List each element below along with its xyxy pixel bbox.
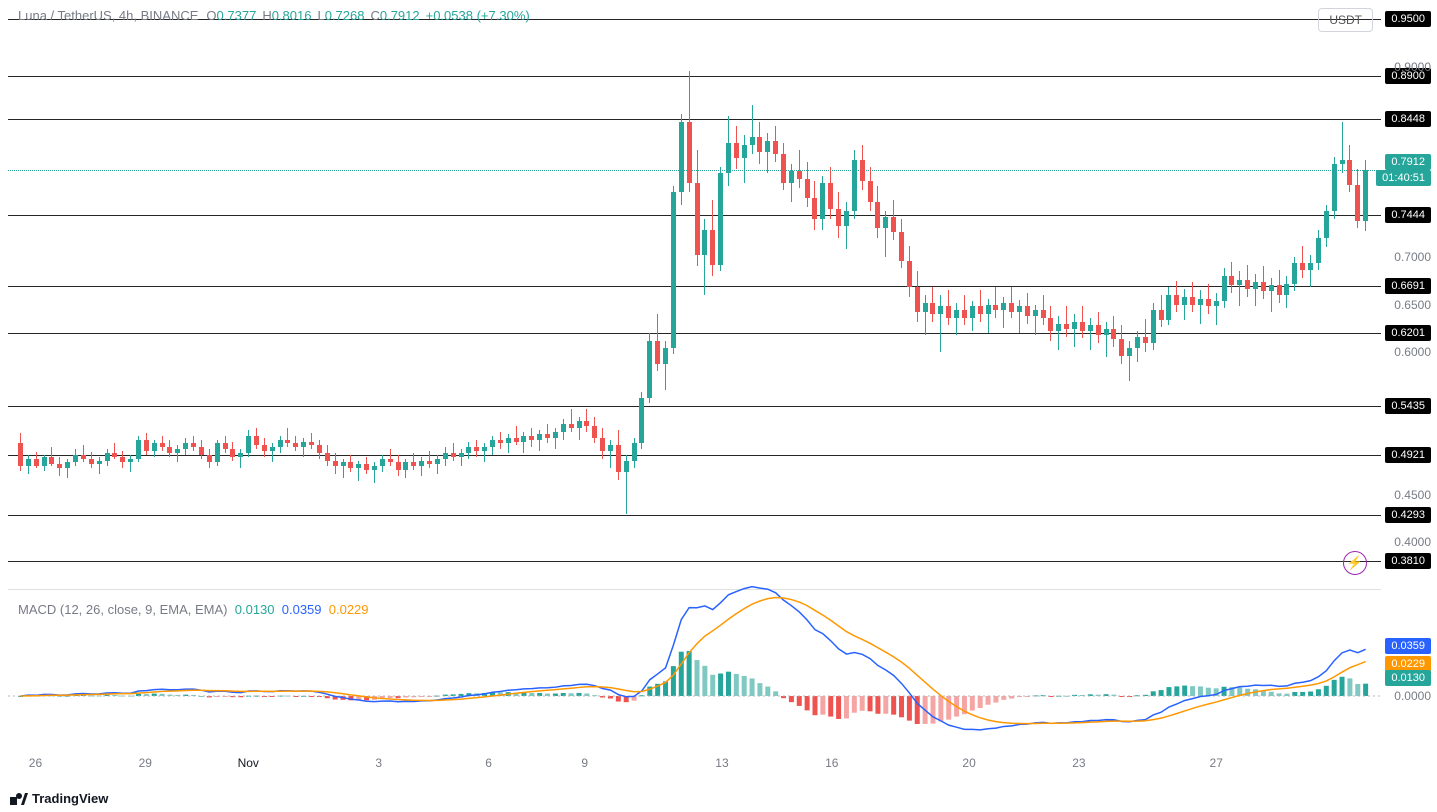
time-tick: 6 [485, 756, 492, 770]
support-resistance-line[interactable] [8, 333, 1381, 334]
price-tick: 0.4500 [1394, 488, 1431, 502]
macd-plot [8, 596, 1381, 746]
time-tick: 16 [825, 756, 838, 770]
time-tick: 20 [962, 756, 975, 770]
time-tick: 23 [1072, 756, 1085, 770]
time-tick: 26 [29, 756, 42, 770]
price-tick: 0.9000 [1394, 60, 1431, 74]
price-level-label: 0.6691 [1385, 278, 1431, 294]
price-tick: 0.7000 [1394, 250, 1431, 264]
support-resistance-line[interactable] [8, 76, 1381, 77]
time-tick: 9 [581, 756, 588, 770]
price-level-label: 0.9500 [1385, 11, 1431, 27]
price-chart-area[interactable]: Luna / TetherUS, 4h, BINANCE O0.7377 H0.… [8, 0, 1381, 590]
tradingview-logo[interactable]: TradingView [10, 791, 108, 806]
time-tick: 13 [715, 756, 728, 770]
price-tick: 0.6500 [1394, 298, 1431, 312]
price-tick: 0.4000 [1394, 535, 1431, 549]
support-resistance-line[interactable] [8, 119, 1381, 120]
countdown-label: 01:40:51 [1376, 170, 1431, 186]
price-level-label: 0.6201 [1385, 325, 1431, 341]
chart-header: Luna / TetherUS, 4h, BINANCE O0.7377 H0.… [18, 8, 530, 23]
support-resistance-line[interactable] [8, 406, 1381, 407]
macd-value-label: 0.0130 [1385, 670, 1431, 686]
ohlc-readout: O0.7377 H0.8016 L0.7268 C0.7912 +0.0538 … [206, 8, 529, 23]
price-level-label: 0.4293 [1385, 507, 1431, 523]
lightning-icon[interactable]: ⚡ [1343, 551, 1367, 575]
time-tick: 27 [1210, 756, 1223, 770]
price-level-label: 0.3810 [1385, 553, 1431, 569]
macd-axis[interactable]: 0.03590.02290.01300.0000 [1381, 596, 1437, 746]
price-level-label: 0.4921 [1385, 447, 1431, 463]
macd-header: MACD (12, 26, close, 9, EMA, EMA) 0.0130… [18, 602, 369, 617]
support-resistance-line[interactable] [8, 286, 1381, 287]
price-axis[interactable]: 0.95000.89000.84480.74440.66910.62010.54… [1381, 0, 1437, 590]
price-level-label: 0.5435 [1385, 398, 1431, 414]
macd-panel[interactable]: MACD (12, 26, close, 9, EMA, EMA) 0.0130… [8, 596, 1381, 746]
macd-value-label: 0.0359 [1385, 638, 1431, 654]
time-tick: 29 [139, 756, 152, 770]
macd-zero-label: 0.0000 [1394, 689, 1431, 703]
price-level-label: 0.8448 [1385, 111, 1431, 127]
time-tick: 3 [375, 756, 382, 770]
support-resistance-line[interactable] [8, 561, 1381, 562]
support-resistance-line[interactable] [8, 515, 1381, 516]
current-price-label: 0.7912 [1385, 154, 1431, 170]
price-level-label: 0.7444 [1385, 207, 1431, 223]
time-axis[interactable]: 26 29 Nov 3 6 9 13 16 20 23 27 [8, 752, 1381, 782]
quote-currency-badge[interactable]: USDT [1318, 8, 1373, 32]
price-tick: 0.6000 [1394, 345, 1431, 359]
time-tick: Nov [238, 756, 259, 770]
current-price-line [8, 170, 1381, 171]
symbol-name[interactable]: Luna / TetherUS, 4h, BINANCE [18, 8, 198, 23]
